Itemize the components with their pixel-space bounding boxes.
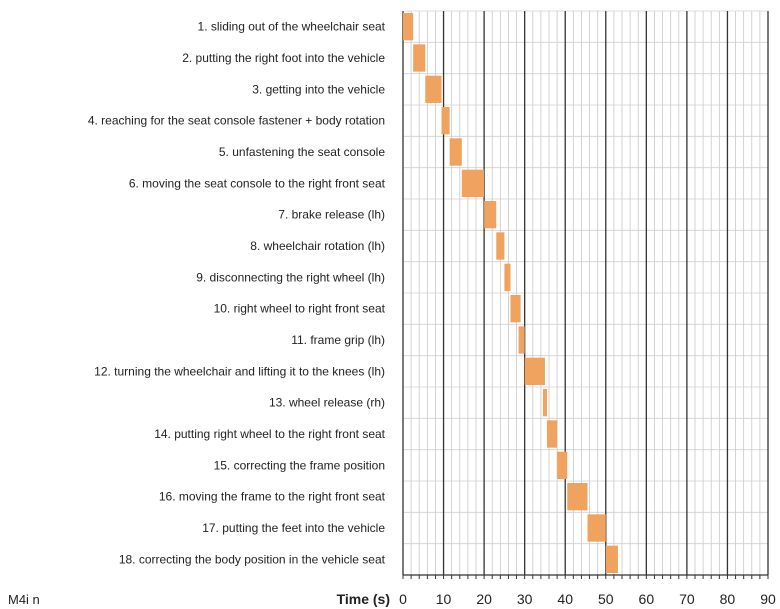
category-label: 7. brake release (lh) <box>278 208 385 222</box>
category-label: 17. putting the feet into the vehicle <box>202 521 385 535</box>
task-bar <box>441 107 450 135</box>
task-bar <box>524 357 545 385</box>
x-tick-label: 40 <box>557 591 573 607</box>
category-label: 8. wheelchair rotation (lh) <box>250 239 385 253</box>
task-bar <box>403 13 414 41</box>
task-bar <box>504 263 511 291</box>
task-bar <box>518 326 525 354</box>
x-tick-label: 80 <box>720 591 736 607</box>
category-label: 4. reaching for the seat console fastene… <box>88 114 385 128</box>
category-label: 11. frame grip (lh) <box>291 333 385 347</box>
task-bar <box>542 389 547 417</box>
category-label: 2. putting the right foot into the vehic… <box>182 51 385 65</box>
task-bar <box>557 451 568 479</box>
task-bar <box>587 514 606 542</box>
category-label: 6. moving the seat console to the right … <box>129 176 386 190</box>
task-bar <box>425 75 442 103</box>
category-label: 5. unfastening the seat console <box>219 145 385 159</box>
task-bar <box>496 232 505 260</box>
category-label: 13. wheel release (rh) <box>269 396 385 410</box>
category-label: 9. disconnecting the right wheel (lh) <box>196 270 385 284</box>
category-label: 12. turning the wheelchair and lifting i… <box>94 364 385 378</box>
task-bar <box>546 420 558 448</box>
x-tick-label: 50 <box>598 591 614 607</box>
task-bar <box>413 44 426 72</box>
x-tick-labels: 0 10 20 30 40 50 60 70 80 90 <box>399 591 776 607</box>
x-tick-label: 0 <box>399 591 407 607</box>
task-bar <box>605 545 618 573</box>
x-tick-label: 90 <box>760 591 776 607</box>
task-bar <box>449 138 462 166</box>
category-label: 1. sliding out of the wheelchair seat <box>198 20 386 34</box>
category-label: 14. putting right wheel to the right fro… <box>154 427 385 441</box>
category-label: 10. right wheel to right front seat <box>214 302 386 316</box>
x-tick-label: 30 <box>517 591 533 607</box>
task-bar <box>484 201 497 229</box>
bars-group <box>403 13 618 573</box>
category-label: 16. moving the frame to the right front … <box>159 490 386 504</box>
x-tick-label: 70 <box>679 591 695 607</box>
x-axis-title: Time (s) <box>337 591 390 607</box>
task-bar <box>510 295 521 323</box>
task-bar <box>461 169 485 197</box>
x-tick-label: 60 <box>639 591 655 607</box>
category-label: 18. correcting the body position in the … <box>119 552 386 566</box>
task-bar <box>567 483 588 511</box>
row-gridlines <box>403 10 768 576</box>
category-label: 15. correcting the frame position <box>214 458 385 472</box>
x-tick-label: 10 <box>436 591 452 607</box>
corner-note: M4i n <box>8 592 40 607</box>
category-labels: 1. sliding out of the wheelchair seat 2. … <box>88 20 386 567</box>
category-label: 3. getting into the vehicle <box>252 82 385 96</box>
major-gridlines <box>402 11 769 579</box>
x-tick-label: 20 <box>476 591 492 607</box>
